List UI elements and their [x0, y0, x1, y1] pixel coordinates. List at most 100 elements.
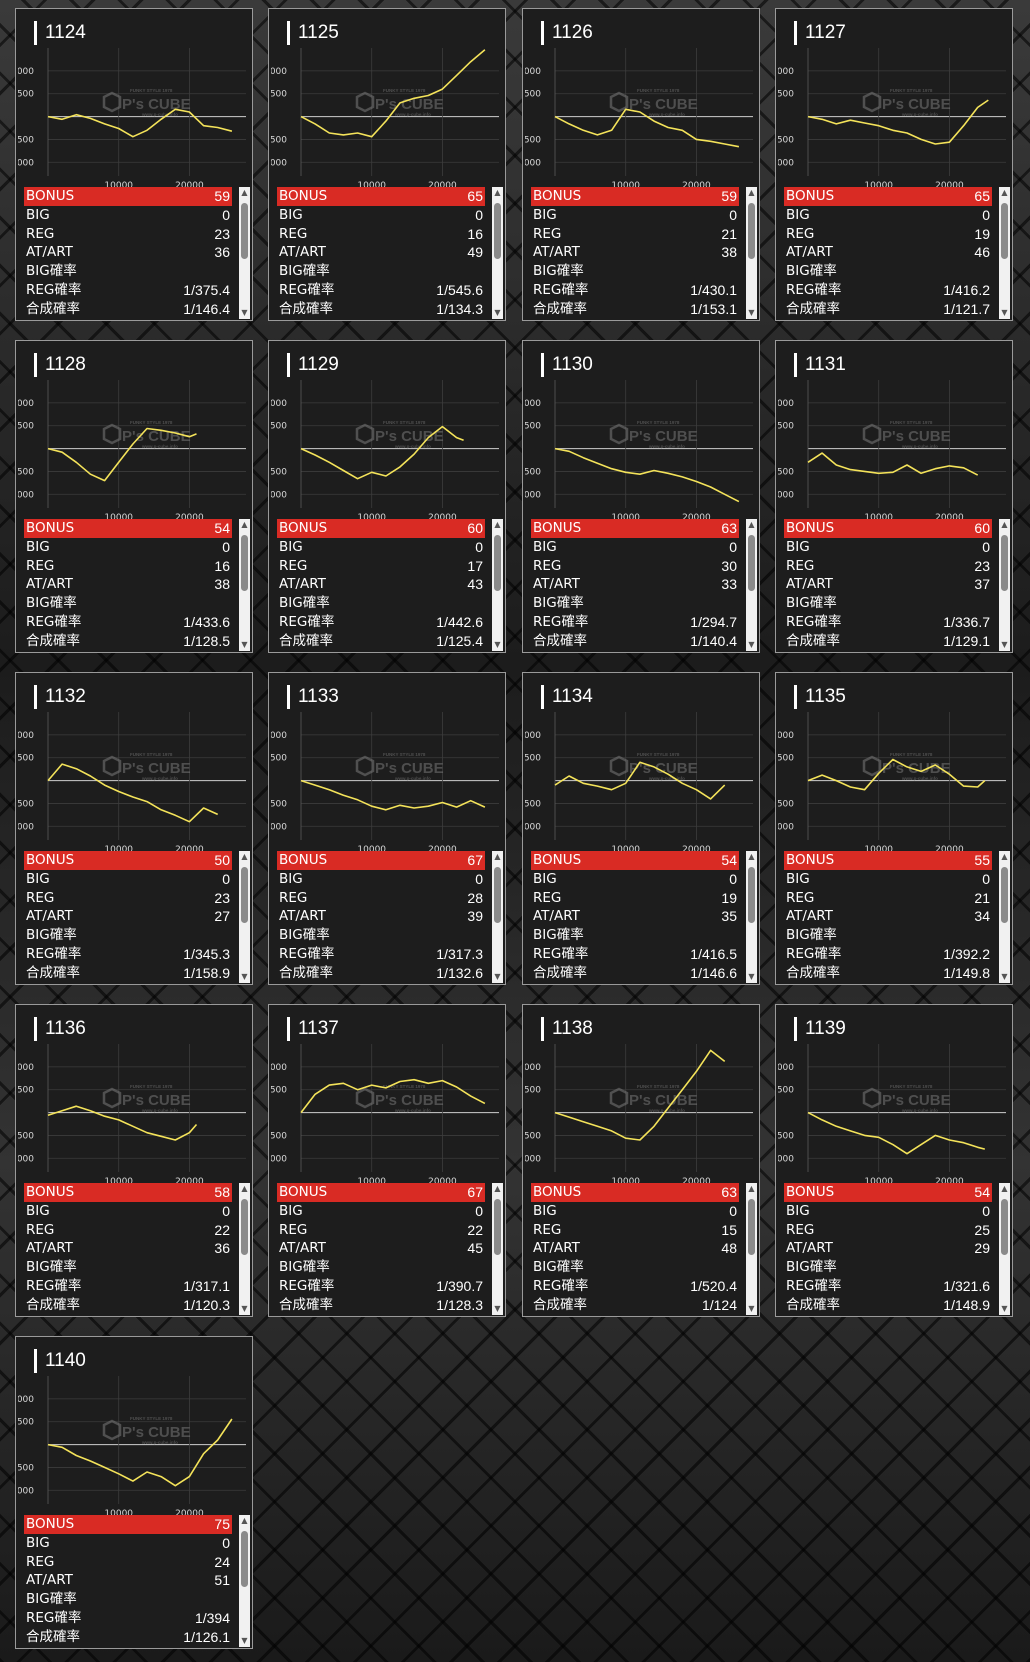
scroll-thumb[interactable] [1001, 1199, 1008, 1255]
scroll-down-icon[interactable]: ▼ [494, 308, 501, 317]
scroll-up-icon[interactable]: ▲ [748, 1184, 755, 1193]
stats-scrollbar[interactable]: ▲ ▼ [492, 519, 503, 651]
scroll-thumb[interactable] [494, 867, 501, 923]
scroll-up-icon[interactable]: ▲ [1001, 188, 1008, 197]
scroll-down-icon[interactable]: ▼ [1001, 1304, 1008, 1313]
stats-scrollbar[interactable]: ▲ ▼ [492, 187, 503, 319]
scroll-up-icon[interactable]: ▲ [1001, 1184, 1008, 1193]
scroll-up-icon[interactable]: ▲ [748, 520, 755, 529]
stats-scrollbar[interactable]: ▲ ▼ [239, 1515, 250, 1647]
scroll-down-icon[interactable]: ▼ [1001, 972, 1008, 981]
scroll-thumb[interactable] [494, 1199, 501, 1255]
scroll-down-icon[interactable]: ▼ [241, 1304, 248, 1313]
scroll-up-icon[interactable]: ▲ [494, 1184, 501, 1193]
stats-scrollbar[interactable]: ▲ ▼ [239, 851, 250, 983]
scroll-thumb[interactable] [241, 535, 248, 591]
scroll-down-icon[interactable]: ▼ [1001, 640, 1008, 649]
scroll-up-icon[interactable]: ▲ [1001, 852, 1008, 861]
scroll-down-icon[interactable]: ▼ [241, 972, 248, 981]
scroll-thumb[interactable] [748, 1199, 755, 1255]
scroll-up-icon[interactable]: ▲ [494, 520, 501, 529]
scroll-up-icon[interactable]: ▲ [241, 188, 248, 197]
stats-scrollbar[interactable]: ▲ ▼ [999, 1183, 1010, 1315]
scroll-up-icon[interactable]: ▲ [494, 188, 501, 197]
stats-scrollbar[interactable]: ▲ ▼ [999, 519, 1010, 651]
scroll-down-icon[interactable]: ▼ [241, 1636, 248, 1645]
scroll-up-icon[interactable]: ▲ [241, 852, 248, 861]
scroll-thumb[interactable] [241, 867, 248, 923]
scroll-up-icon[interactable]: ▲ [748, 188, 755, 197]
stats-scrollbar[interactable]: ▲ ▼ [746, 1183, 757, 1315]
stat-value: 1/146.4 [183, 300, 230, 317]
scroll-thumb[interactable] [748, 867, 755, 923]
scroll-down-icon[interactable]: ▼ [494, 972, 501, 981]
scroll-down-icon[interactable]: ▼ [748, 308, 755, 317]
scroll-down-icon[interactable]: ▼ [748, 1304, 755, 1313]
scroll-up-icon[interactable]: ▲ [241, 1516, 248, 1525]
scroll-thumb[interactable] [1001, 535, 1008, 591]
stat-value: 49 [467, 244, 483, 261]
scroll-up-icon[interactable]: ▲ [748, 852, 755, 861]
scroll-thumb[interactable] [494, 535, 501, 591]
stats-scrollbar[interactable]: ▲ ▼ [492, 1183, 503, 1315]
stats-scrollbar[interactable]: ▲ ▼ [999, 851, 1010, 983]
scroll-up-icon[interactable]: ▲ [494, 852, 501, 861]
scroll-down-icon[interactable]: ▼ [494, 640, 501, 649]
watermark-logo: P's CUBE FUNKY STYLE 1978 www.p-cube.info [102, 1084, 191, 1113]
stats-scrollbar[interactable]: ▲ ▼ [239, 519, 250, 651]
scroll-up-icon[interactable]: ▲ [1001, 520, 1008, 529]
stat-label: REG確率 [786, 281, 842, 298]
scroll-down-icon[interactable]: ▼ [748, 640, 755, 649]
stat-label: 合成確率 [26, 300, 80, 317]
scroll-thumb[interactable] [1001, 203, 1008, 259]
stat-label: AT/ART [26, 908, 73, 925]
stat-value: 38 [214, 576, 230, 593]
scroll-thumb[interactable] [241, 203, 248, 259]
reg-rate-row: REG確率 1/317.1 [24, 1277, 232, 1296]
scroll-down-icon[interactable]: ▼ [748, 972, 755, 981]
stats-scrollbar[interactable]: ▲ ▼ [746, 851, 757, 983]
scroll-thumb[interactable] [241, 1199, 248, 1255]
stats-scrollbar[interactable]: ▲ ▼ [999, 187, 1010, 319]
scroll-thumb[interactable] [748, 535, 755, 591]
scroll-up-icon[interactable]: ▲ [241, 1184, 248, 1193]
scroll-thumb[interactable] [748, 203, 755, 259]
stats-scrollbar[interactable]: ▲ ▼ [239, 1183, 250, 1315]
stats-scrollbar[interactable]: ▲ ▼ [239, 187, 250, 319]
stat-label: AT/ART [26, 1240, 73, 1257]
scroll-down-icon[interactable]: ▼ [1001, 308, 1008, 317]
scroll-down-icon[interactable]: ▼ [241, 308, 248, 317]
stats-scrollbar[interactable]: ▲ ▼ [746, 187, 757, 319]
difference-series-line [47, 763, 219, 823]
scroll-thumb[interactable] [494, 203, 501, 259]
scroll-down-icon[interactable]: ▼ [494, 1304, 501, 1313]
stat-label: BIG確率 [786, 927, 837, 944]
scroll-thumb[interactable] [241, 1531, 248, 1587]
stats-scrollbar[interactable]: ▲ ▼ [746, 519, 757, 651]
scroll-up-icon[interactable]: ▲ [241, 520, 248, 529]
scroll-thumb[interactable] [1001, 867, 1008, 923]
stats-scrollbar[interactable]: ▲ ▼ [492, 851, 503, 983]
big-row: BIG 0 [784, 206, 992, 225]
scroll-down-icon[interactable]: ▼ [241, 640, 248, 649]
